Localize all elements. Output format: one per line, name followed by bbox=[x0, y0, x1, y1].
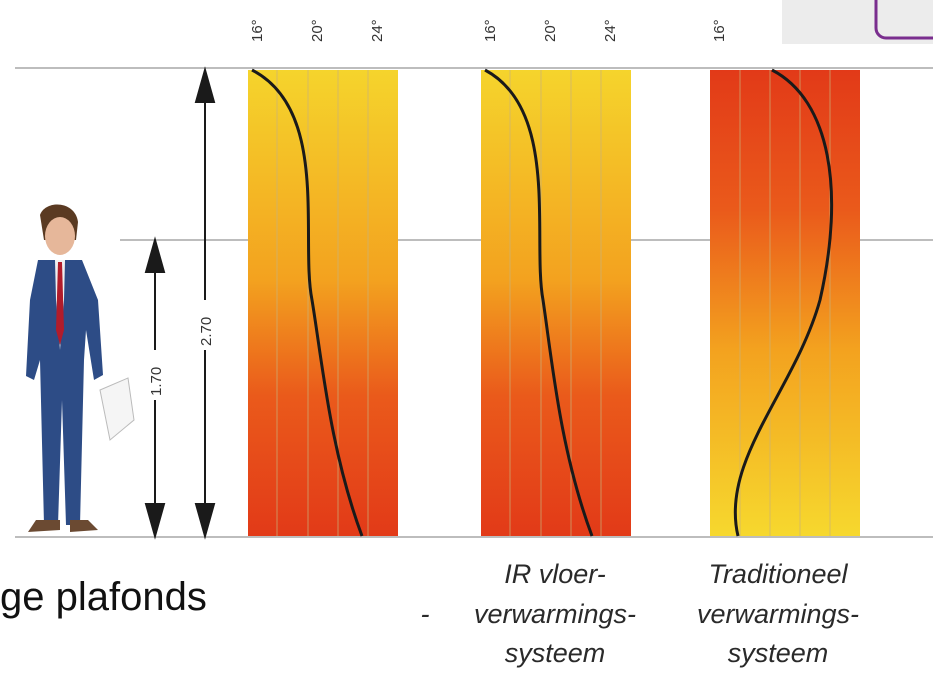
column-2-gradient bbox=[481, 70, 631, 536]
caption-traditional-line2: verwarmings- bbox=[697, 599, 859, 629]
column-1-gradient bbox=[248, 70, 398, 536]
tick-label: 20° bbox=[542, 19, 559, 42]
caption-ir-line1: IR vloer- bbox=[504, 559, 606, 589]
caption-ir-line3: systeem bbox=[505, 638, 606, 668]
caption-traditional-line1: Traditioneel bbox=[708, 559, 848, 589]
tick-labels-column-3: 16° bbox=[711, 19, 728, 42]
column-3-gradient bbox=[710, 70, 860, 536]
dimension-label-ceiling-low: 1.70 bbox=[148, 367, 165, 396]
tick-label: 24° bbox=[602, 19, 619, 42]
caption-ir-line2: verwarmings- bbox=[474, 599, 636, 629]
tick-label: 24° bbox=[369, 19, 386, 42]
caption-traditional-line3: systeem bbox=[728, 638, 829, 668]
tick-labels-column-1: 16° 20° 24° bbox=[249, 19, 386, 42]
tick-label: 20° bbox=[309, 19, 326, 42]
tick-label: 16° bbox=[711, 19, 728, 42]
person-figure bbox=[26, 205, 134, 532]
bottom-text: ge plafonds bbox=[0, 575, 207, 619]
tick-label: 16° bbox=[249, 19, 266, 42]
tick-label: 16° bbox=[482, 19, 499, 42]
dimension-label-ceiling-high: 2.70 bbox=[198, 317, 215, 346]
caption-dash: - bbox=[421, 599, 430, 629]
tick-labels-column-2: 16° 20° 24° bbox=[482, 19, 619, 42]
